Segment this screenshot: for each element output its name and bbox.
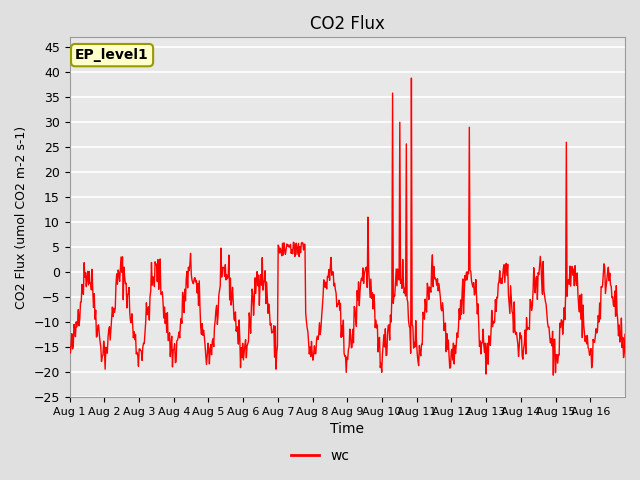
Legend: wc: wc	[285, 443, 355, 468]
Y-axis label: CO2 Flux (umol CO2 m-2 s-1): CO2 Flux (umol CO2 m-2 s-1)	[15, 126, 28, 309]
X-axis label: Time: Time	[330, 422, 364, 436]
Title: CO2 Flux: CO2 Flux	[310, 15, 385, 33]
Text: EP_level1: EP_level1	[76, 48, 149, 62]
